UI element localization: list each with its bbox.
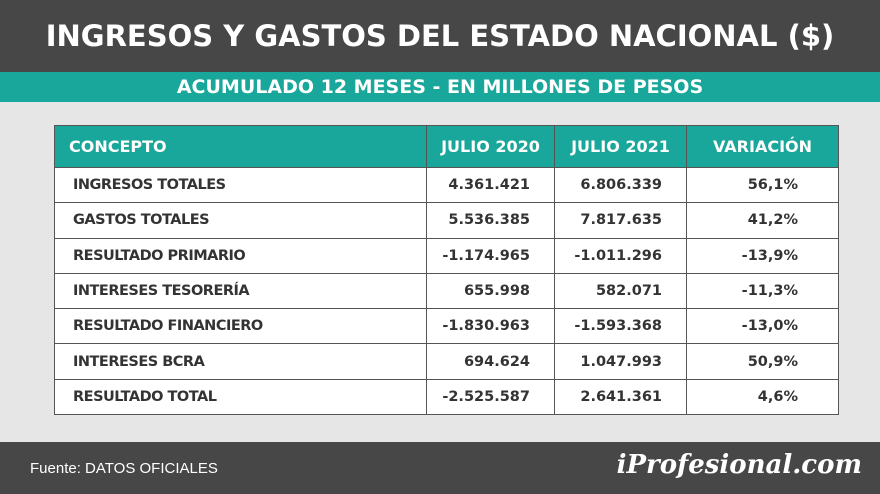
footer-bar: Fuente: DATOS OFICIALES iProfesional.com (0, 442, 880, 494)
table-row: RESULTADO FINANCIERO -1.830.963 -1.593.3… (54, 308, 839, 345)
cell-julio-2020: 694.624 (426, 343, 555, 380)
table-row: GASTOS TOTALES 5.536.385 7.817.635 41,2% (54, 202, 839, 239)
cell-variacion: 41,2% (686, 202, 839, 239)
cell-julio-2021: 582.071 (554, 272, 687, 310)
cell-variacion: 50,9% (686, 343, 839, 380)
cell-variacion: -13,9% (686, 237, 839, 274)
column-header-julio-2020: JULIO 2020 (426, 125, 555, 168)
data-table: CONCEPTO JULIO 2020 JULIO 2021 VARIACIÓN… (54, 125, 839, 416)
table-row: INTERESES TESORERÍA 655.998 582.071 -11,… (54, 272, 839, 310)
cell-julio-2020: 5.536.385 (426, 202, 555, 239)
cell-julio-2020: -1.830.963 (426, 308, 555, 345)
cell-julio-2020: -2.525.587 (426, 378, 555, 416)
title-bar: INGRESOS Y GASTOS DEL ESTADO NACIONAL ($… (0, 0, 880, 72)
cell-concept: INTERESES TESORERÍA (54, 272, 427, 310)
cell-julio-2021: -1.011.296 (554, 237, 687, 274)
cell-concept: RESULTADO FINANCIERO (54, 308, 427, 345)
cell-julio-2020: 4.361.421 (426, 166, 555, 204)
table-row: INGRESOS TOTALES 4.361.421 6.806.339 56,… (54, 166, 839, 204)
subtitle-bar: ACUMULADO 12 MESES - EN MILLONES DE PESO… (0, 72, 880, 102)
cell-julio-2020: -1.174.965 (426, 237, 555, 274)
table-header-row: CONCEPTO JULIO 2020 JULIO 2021 VARIACIÓN (54, 125, 839, 168)
table-row: RESULTADO TOTAL -2.525.587 2.641.361 4,6… (54, 378, 839, 416)
cell-concept: INTERESES BCRA (54, 343, 427, 380)
cell-variacion: 56,1% (686, 166, 839, 204)
column-header-concepto: CONCEPTO (54, 125, 427, 168)
cell-concept: GASTOS TOTALES (54, 202, 427, 239)
cell-variacion: 4,6% (686, 378, 839, 416)
cell-julio-2021: -1.593.368 (554, 308, 687, 345)
cell-julio-2021: 6.806.339 (554, 166, 687, 204)
cell-julio-2021: 1.047.993 (554, 343, 687, 380)
page-title: INGRESOS Y GASTOS DEL ESTADO NACIONAL ($… (45, 19, 835, 53)
table-row: INTERESES BCRA 694.624 1.047.993 50,9% (54, 343, 839, 380)
table-row: RESULTADO PRIMARIO -1.174.965 -1.011.296… (54, 237, 839, 274)
cell-concept: RESULTADO TOTAL (54, 378, 427, 416)
cell-variacion: -13,0% (686, 308, 839, 345)
cell-concept: INGRESOS TOTALES (54, 166, 427, 204)
data-table-container: CONCEPTO JULIO 2020 JULIO 2021 VARIACIÓN… (54, 125, 839, 416)
brand-logo: iProfesional.com (616, 450, 862, 480)
column-header-julio-2021: JULIO 2021 (554, 125, 687, 168)
source-note: Fuente: DATOS OFICIALES (30, 460, 218, 477)
page-subtitle: ACUMULADO 12 MESES - EN MILLONES DE PESO… (176, 76, 704, 98)
cell-variacion: -11,3% (686, 272, 839, 310)
column-header-variacion: VARIACIÓN (686, 125, 839, 168)
cell-concept: RESULTADO PRIMARIO (54, 237, 427, 274)
cell-julio-2021: 7.817.635 (554, 202, 687, 239)
cell-julio-2020: 655.998 (426, 272, 555, 310)
cell-julio-2021: 2.641.361 (554, 378, 687, 416)
